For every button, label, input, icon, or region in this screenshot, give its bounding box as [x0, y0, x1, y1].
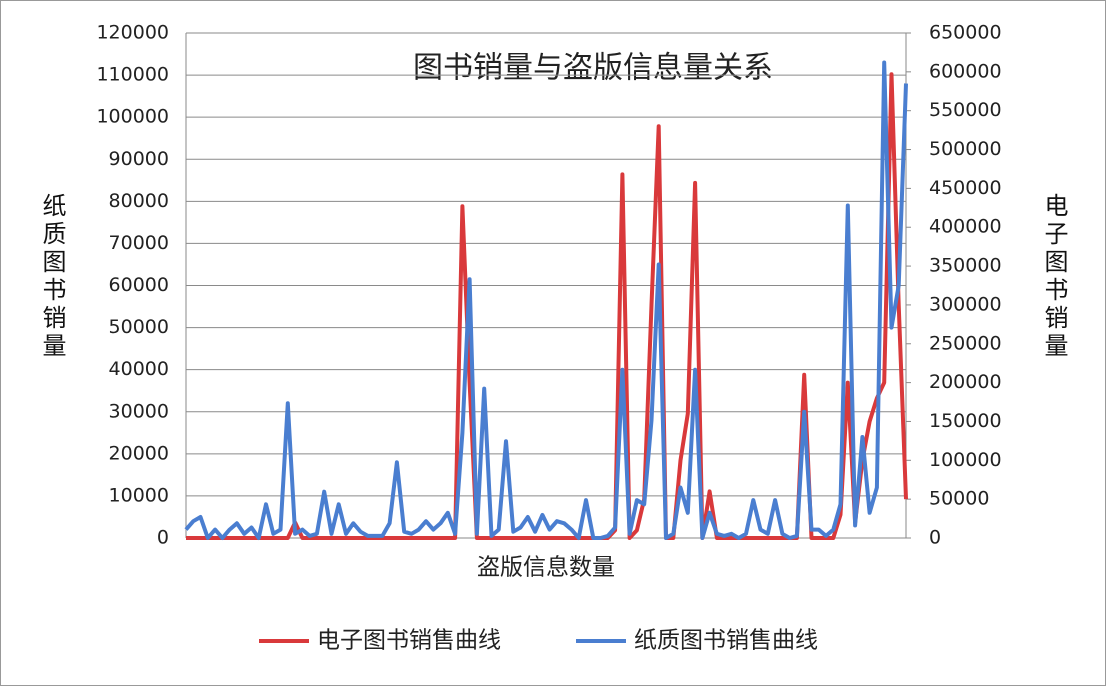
y-tick-label: 60000	[109, 274, 169, 296]
y2-tick-label: 100000	[929, 449, 1002, 471]
legend-label: 纸质图书销售曲线	[634, 628, 818, 654]
y2-tick-label: 500000	[929, 138, 1002, 160]
y-tick-label: 70000	[109, 232, 169, 254]
y2-tick-label: 550000	[929, 99, 1002, 121]
y2-tick-label: 250000	[929, 332, 1002, 354]
y2-tick-label: 400000	[929, 216, 1002, 238]
y-tick-label: 30000	[109, 400, 169, 422]
y-tick-label: 0	[157, 527, 169, 549]
y2-tick-label: 150000	[929, 410, 1002, 432]
y2-tick-label: 200000	[929, 371, 1002, 393]
y2-tick-label: 50000	[929, 488, 989, 510]
y-tick-label: 110000	[96, 64, 169, 86]
y2-tick-label: 300000	[929, 293, 1002, 315]
y-tick-label: 80000	[109, 190, 169, 212]
y-tick-label: 10000	[109, 484, 169, 506]
y2-axis-label: 电子图书销量	[1040, 193, 1068, 361]
y-tick-label: 40000	[109, 358, 169, 380]
y-tick-label: 20000	[109, 442, 169, 464]
y-tick-label: 100000	[96, 106, 169, 128]
y-tick-label: 50000	[109, 316, 169, 338]
series-line	[184, 60, 908, 540]
y2-tick-label: 600000	[929, 60, 1002, 82]
y2-tick-label: 650000	[929, 22, 1002, 44]
legend-label: 电子图书销售曲线	[317, 628, 501, 654]
y-tick-label: 90000	[109, 148, 169, 170]
y2-tick-label: 350000	[929, 255, 1002, 277]
y2-tick-label: 450000	[929, 177, 1002, 199]
y-axis-label: 纸质图书销量	[38, 193, 66, 361]
series-line	[186, 72, 908, 540]
y-tick-label: 120000	[96, 22, 169, 44]
chart-title: 图书销量与盗版信息量关系	[413, 51, 773, 86]
y2-tick-label: 0	[929, 527, 941, 549]
x-axis-label: 盗版信息数量	[477, 555, 615, 581]
